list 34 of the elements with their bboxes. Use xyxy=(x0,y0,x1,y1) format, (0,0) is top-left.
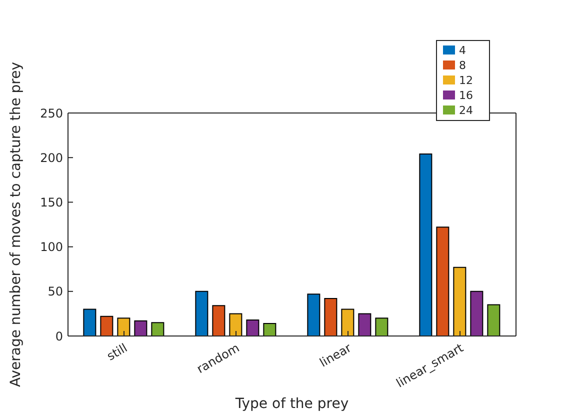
y-axis-title: Average number of moves to capture the prey xyxy=(8,62,24,388)
legend-label: 16 xyxy=(459,89,473,102)
bar xyxy=(229,313,242,336)
bar xyxy=(324,298,338,336)
y-tick-label: 50 xyxy=(48,284,63,299)
legend-label: 12 xyxy=(459,74,473,87)
bar xyxy=(83,308,96,336)
bar xyxy=(212,305,226,336)
legend-label: 4 xyxy=(459,44,466,57)
bar xyxy=(436,226,450,336)
x-axis-title: Type of the prey xyxy=(234,396,349,412)
y-tick-label: 250 xyxy=(40,106,63,120)
legend-label: 8 xyxy=(459,59,466,72)
bar xyxy=(117,318,130,336)
bar xyxy=(470,290,484,336)
legend-label: 24 xyxy=(459,104,473,117)
y-tick-label: 200 xyxy=(40,150,63,165)
y-tick-label: 0 xyxy=(55,329,63,344)
bar xyxy=(100,316,114,336)
x-tick-label: still xyxy=(104,340,130,364)
bar xyxy=(487,304,500,336)
bar xyxy=(453,266,466,336)
bar xyxy=(375,318,388,336)
bar xyxy=(419,154,432,336)
bar xyxy=(151,322,164,336)
y-tick-label: 100 xyxy=(40,240,63,254)
bar xyxy=(195,290,208,336)
bar xyxy=(358,313,372,336)
bar xyxy=(307,294,320,336)
bar xyxy=(341,308,354,336)
bar xyxy=(246,319,260,336)
bar xyxy=(134,320,148,336)
bar xyxy=(263,323,276,336)
y-tick-label: 150 xyxy=(40,195,63,210)
